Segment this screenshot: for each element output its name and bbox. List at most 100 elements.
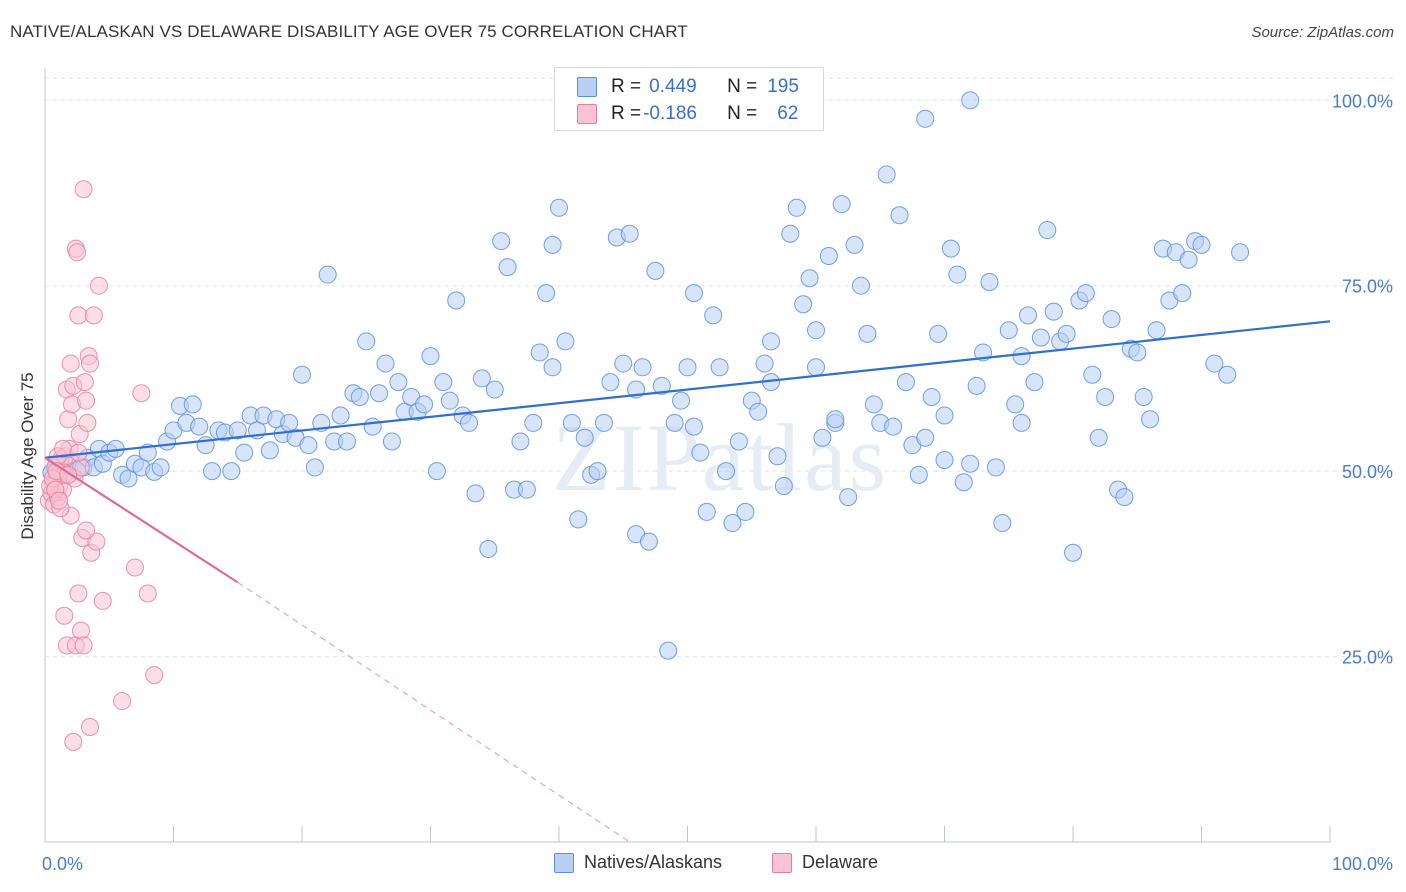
data-point [517,480,536,499]
data-point [125,558,144,577]
data-point [543,235,562,254]
data-point [697,502,716,521]
legend-label: Delaware [802,852,879,872]
data-point [151,458,170,477]
trend-line [44,320,1331,459]
y-tick-label: 25.0% [1342,648,1393,668]
data-point [50,491,69,510]
data-point [145,666,164,685]
data-point [807,321,825,340]
data-point [74,636,93,655]
data-point [61,354,80,373]
data-point [75,373,94,392]
data-point [588,462,607,481]
data-point [132,384,151,403]
data-point [1019,306,1038,325]
data-point [729,432,748,451]
data-point [864,395,883,414]
data-point [794,295,813,314]
data-point [800,269,819,288]
data-point [119,469,138,488]
data-point [190,417,209,436]
legend-item-natives[interactable]: Natives/Alaskans [554,852,722,873]
data-point [427,462,446,481]
data-point [1102,310,1121,329]
data-point [916,109,935,128]
data-point [768,447,787,466]
data-point [69,306,88,325]
data-point [1083,365,1102,384]
data-point [84,306,103,325]
data-point [646,261,665,280]
data-point [80,354,99,373]
stats-row-delaware: R = -0.186 N = 62 [577,101,798,127]
data-point [64,732,83,751]
data-point [774,476,793,495]
data-point [1147,321,1166,340]
stats-row-natives: R = 0.449 N = 195 [577,74,799,100]
data-point [877,165,896,184]
trend-line-extension [237,581,631,843]
data-point [935,451,954,469]
data-point [832,195,851,214]
data-point [1218,365,1237,384]
data-point [1089,428,1108,447]
data-point [1115,488,1134,507]
data-point [819,247,838,266]
legend-item-delaware[interactable]: Delaware [772,852,878,873]
y-tick-labels: 25.0% 50.0% 75.0% 100.0% [1332,91,1393,667]
data-point [1006,395,1025,414]
stats-swatch-delaware [577,104,597,124]
data-point [684,417,703,436]
legend-label: Natives/Alaskans [584,852,723,872]
r-label: R = [611,103,642,124]
data-point [601,373,620,392]
data-point [222,462,241,481]
data-point [633,358,652,377]
n-label: N = [727,103,758,124]
data-point [652,376,671,395]
data-point [415,395,434,414]
data-point [556,332,575,351]
r-value: 0.449 [649,76,697,97]
data-point [781,224,800,243]
data-point [1038,221,1057,240]
x-tick-labels: 0.0% 100.0% [42,854,1393,874]
data-point [318,265,337,284]
data-point [1179,250,1198,269]
data-point [691,443,710,462]
data-point [440,391,459,410]
data-point [980,272,999,291]
data-point [472,369,491,388]
data-point [1128,343,1147,362]
data-point [659,641,678,660]
data-point [89,276,108,295]
source-label: Source: ZipAtlas.com [1251,24,1394,41]
series-delaware-points [39,180,164,751]
data-point [710,358,729,377]
data-point [376,354,395,373]
data-point [986,458,1005,477]
data-point [993,514,1012,533]
data-point [550,198,568,217]
data-point [1231,243,1250,262]
data-point [293,365,311,384]
data-point [74,180,93,199]
data-point [717,462,736,481]
axes [44,68,1331,843]
data-point [1025,373,1044,392]
data-point [929,324,948,343]
data-point [299,436,318,455]
data-point [305,458,324,477]
data-point [357,332,376,351]
data-point [575,428,594,447]
data-point [447,291,466,310]
data-point [813,428,832,447]
data-point [736,502,755,521]
data-point [382,432,401,451]
data-point [113,692,132,711]
data-point [498,258,517,277]
chart-title: NATIVE/ALASKAN VS DELAWARE DISABILITY AG… [10,22,688,41]
data-point [524,413,543,432]
data-point [363,417,382,436]
